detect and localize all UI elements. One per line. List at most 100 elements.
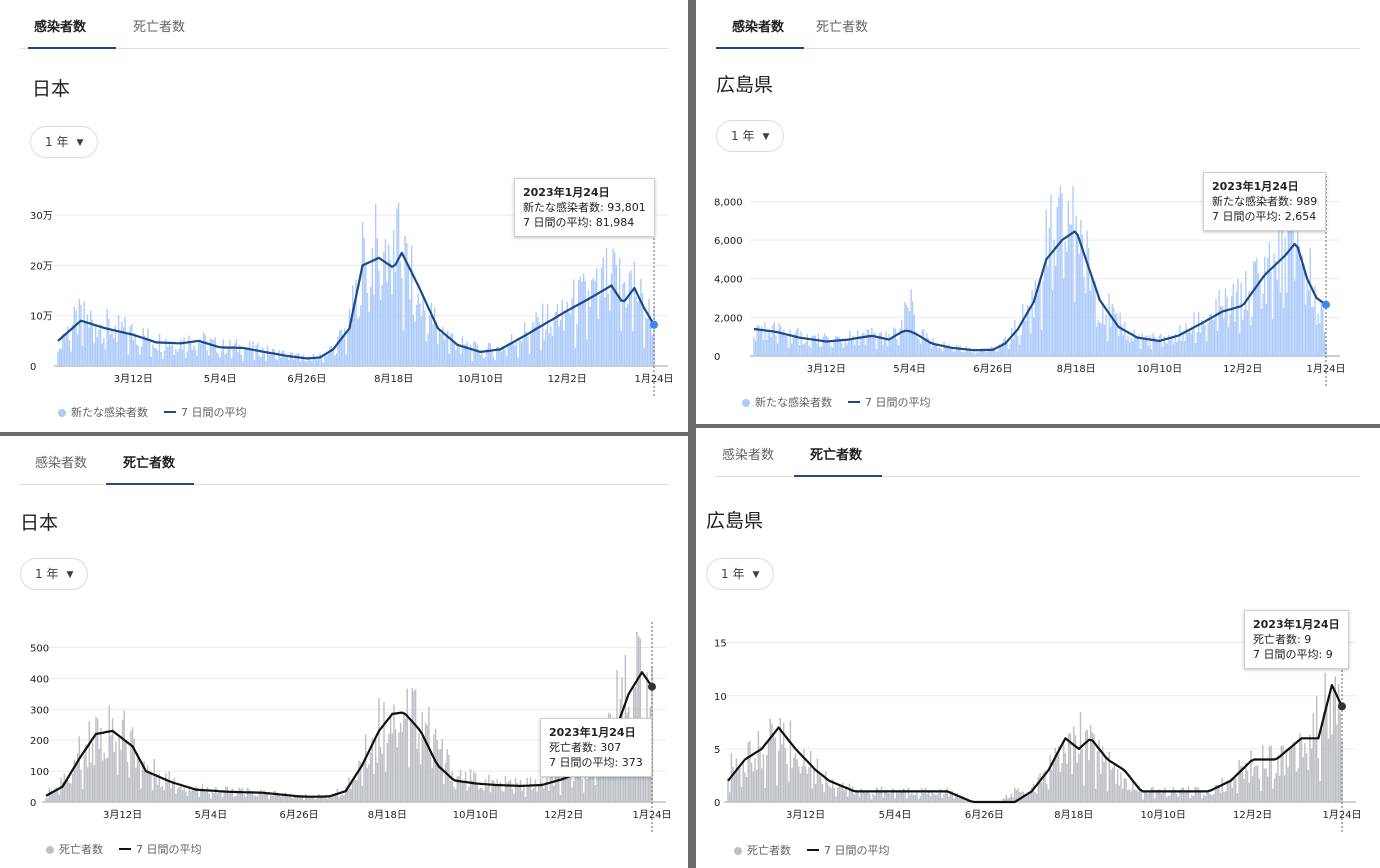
period-dropdown[interactable]: 1 年 ▼ [716, 120, 785, 152]
bar [853, 794, 856, 802]
bar [1096, 751, 1099, 802]
tab-deaths[interactable]: 死亡者数 [123, 456, 176, 471]
bar [1154, 336, 1156, 356]
bar [1191, 326, 1194, 356]
bar [776, 343, 779, 356]
bar [948, 344, 950, 356]
bar [353, 776, 355, 802]
bar [122, 327, 125, 366]
bar [904, 789, 906, 802]
bar [1069, 223, 1071, 356]
bar [448, 754, 450, 802]
bar [843, 790, 846, 802]
tab-deaths[interactable]: 死亡者数 [133, 20, 186, 35]
bar [803, 343, 805, 356]
bar [1056, 206, 1058, 356]
bar [125, 742, 127, 802]
tab-cases[interactable]: 感染者数 [732, 20, 785, 35]
bar [1196, 331, 1198, 356]
period-dropdown[interactable]: 1 年 ▼ [30, 126, 99, 158]
bar [484, 779, 487, 802]
bar [1319, 780, 1321, 802]
bar [1004, 336, 1007, 356]
period-label: 1 年 [35, 567, 59, 581]
bar [1025, 795, 1028, 802]
bar [318, 794, 320, 802]
bar [396, 208, 398, 366]
bar [1258, 778, 1261, 802]
bar [298, 794, 300, 802]
period-dropdown[interactable]: 1 年 ▼ [706, 558, 775, 590]
bar [215, 787, 217, 802]
bar [117, 315, 120, 366]
bar [771, 723, 773, 802]
bar [888, 333, 890, 356]
x-tick-label: 3月12日 [103, 809, 142, 821]
bar [514, 778, 517, 802]
bar [651, 334, 654, 366]
bar [549, 772, 552, 802]
bar [1035, 793, 1038, 802]
bar [1250, 750, 1252, 802]
bar [508, 781, 510, 802]
bar [787, 347, 790, 356]
bar [913, 314, 915, 356]
tab-cases[interactable]: 感染者数 [35, 456, 88, 471]
bar [775, 335, 777, 356]
bar [62, 333, 64, 366]
bar [773, 322, 776, 356]
active-tab-indicator [28, 47, 116, 49]
legend-line-label: 7 日間の平均 [865, 396, 931, 409]
tab-deaths[interactable]: 死亡者数 [810, 448, 863, 463]
bar [933, 793, 935, 802]
tab-cases[interactable]: 感染者数 [722, 448, 775, 463]
bar [1302, 757, 1304, 802]
bar [868, 329, 870, 356]
bar [1092, 280, 1095, 356]
bar [1216, 330, 1219, 356]
bar [874, 332, 876, 356]
bar [1275, 773, 1277, 802]
bar [1169, 340, 1172, 356]
tooltip-date: 2023年1月24日 [1212, 180, 1299, 193]
bar [83, 755, 86, 802]
bar [528, 786, 530, 802]
bar [194, 349, 197, 366]
period-dropdown[interactable]: 1 年 ▼ [20, 558, 89, 590]
bar [315, 359, 318, 366]
bar [1231, 787, 1234, 802]
bar [750, 762, 753, 802]
bar [296, 353, 298, 366]
average-line [727, 684, 1343, 804]
bar [1034, 791, 1036, 802]
bar [66, 777, 69, 802]
bar [183, 337, 185, 366]
bar [1234, 321, 1236, 356]
bar [646, 318, 649, 366]
bar [1246, 310, 1249, 356]
tab-cases[interactable]: 感染者数 [34, 20, 87, 35]
bar [151, 790, 154, 802]
bar [760, 768, 763, 802]
bar [879, 791, 881, 802]
chart-tooltip: 2023年1月24日 死亡者数: 307 7 日間の平均: 373 [540, 718, 652, 777]
bar [397, 202, 400, 366]
y-tick-label: 0 [714, 352, 720, 363]
bar [1182, 787, 1185, 802]
bar [934, 344, 936, 356]
bar [386, 742, 389, 802]
bar [1227, 327, 1230, 356]
bar [548, 790, 550, 802]
bar [1336, 724, 1338, 802]
bar [234, 343, 236, 366]
bar [464, 771, 467, 802]
bar [1234, 778, 1237, 802]
bar [51, 791, 54, 802]
bar [910, 289, 912, 356]
bar [402, 330, 405, 366]
bar [1144, 336, 1146, 356]
tab-deaths[interactable]: 死亡者数 [816, 20, 869, 35]
